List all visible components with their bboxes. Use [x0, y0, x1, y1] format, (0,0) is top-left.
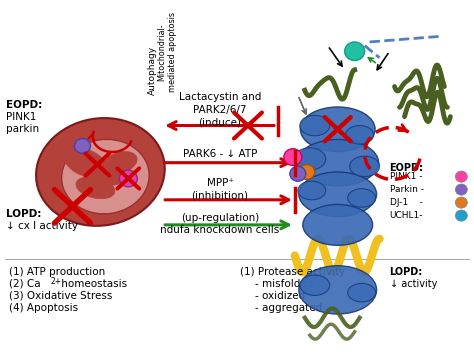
Circle shape [290, 166, 306, 181]
Ellipse shape [90, 162, 131, 185]
Ellipse shape [347, 189, 375, 207]
Ellipse shape [294, 148, 326, 170]
Circle shape [284, 149, 302, 166]
Text: homeostasis: homeostasis [57, 279, 127, 289]
Ellipse shape [36, 118, 165, 226]
Text: parkin: parkin [6, 124, 39, 134]
Text: 2+: 2+ [51, 277, 62, 286]
Text: ↓ activity: ↓ activity [390, 279, 437, 289]
Text: - aggregated: - aggregated [255, 303, 322, 313]
Circle shape [74, 139, 91, 154]
Text: MPP⁺
(inhibition): MPP⁺ (inhibition) [191, 179, 248, 201]
Ellipse shape [62, 139, 149, 214]
Text: Lactacystin and
PARK2/6/7
(induce): Lactacystin and PARK2/6/7 (induce) [179, 92, 261, 128]
Text: Mitochondrial-
mediated apoptosis: Mitochondrial- mediated apoptosis [157, 12, 177, 92]
Circle shape [119, 170, 137, 187]
Ellipse shape [299, 266, 376, 314]
Text: (4) Apoptosis: (4) Apoptosis [9, 303, 78, 313]
Circle shape [456, 171, 467, 182]
Ellipse shape [301, 107, 375, 151]
Ellipse shape [103, 152, 137, 174]
Ellipse shape [303, 204, 373, 245]
Ellipse shape [76, 177, 115, 199]
Ellipse shape [300, 275, 330, 295]
Text: - misfolded: - misfolded [255, 279, 313, 289]
Ellipse shape [64, 148, 107, 178]
Text: - oxidized: - oxidized [255, 291, 305, 301]
Ellipse shape [298, 181, 326, 200]
Circle shape [345, 42, 365, 61]
Text: ↓ cx I activity: ↓ cx I activity [6, 221, 78, 231]
Text: EOPD:: EOPD: [6, 99, 42, 110]
Circle shape [299, 164, 315, 179]
Text: PINK1 -: PINK1 - [390, 172, 422, 181]
Text: UCHL1-: UCHL1- [390, 211, 423, 220]
Text: (up-regulation)
ndufa knockdown cells: (up-regulation) ndufa knockdown cells [160, 213, 280, 235]
Circle shape [456, 184, 467, 195]
Text: EOPD:: EOPD: [390, 163, 424, 173]
Ellipse shape [300, 115, 330, 136]
Text: (1) ATP production: (1) ATP production [9, 267, 105, 277]
Circle shape [456, 210, 467, 221]
Ellipse shape [347, 284, 375, 302]
Circle shape [456, 197, 467, 208]
Text: LOPD:: LOPD: [6, 209, 41, 219]
Ellipse shape [297, 139, 379, 186]
Ellipse shape [346, 126, 374, 144]
Text: Parkin -: Parkin - [390, 185, 424, 194]
Text: PINK1: PINK1 [6, 111, 36, 122]
Ellipse shape [299, 172, 376, 216]
Text: LOPD:: LOPD: [390, 267, 423, 277]
Text: DJ-1    -: DJ-1 - [390, 198, 422, 207]
Text: (3) Oxidative Stress: (3) Oxidative Stress [9, 291, 112, 301]
Text: (1) Protease activity: (1) Protease activity [240, 267, 345, 277]
Text: PARK6 - ↓ ATP: PARK6 - ↓ ATP [183, 149, 257, 159]
Text: (2) Ca: (2) Ca [9, 279, 40, 289]
Ellipse shape [350, 156, 380, 177]
Text: Autophagy: Autophagy [148, 46, 157, 95]
